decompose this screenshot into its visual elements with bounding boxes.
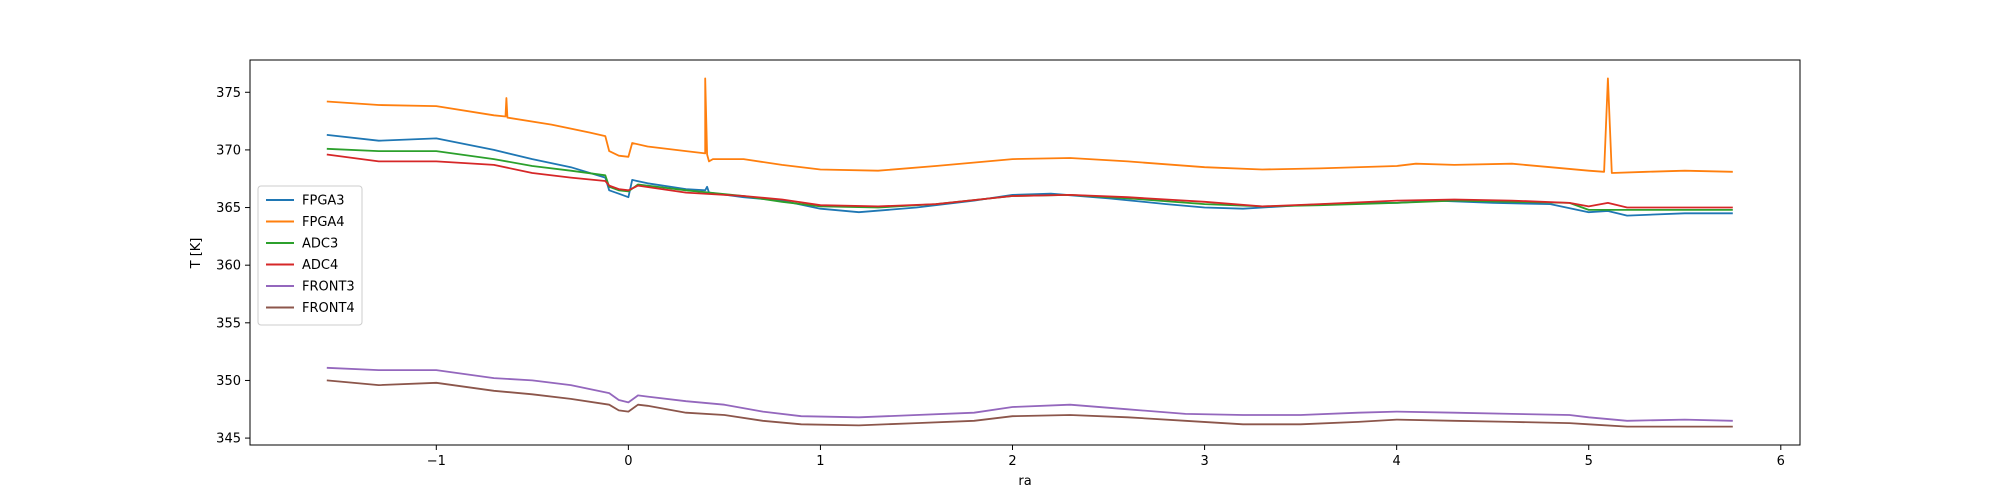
y-axis-ticks: 345 350 355 360 365 370 375 xyxy=(216,86,250,447)
series-line-front4 xyxy=(326,379,1733,428)
x-tick-label: 6 xyxy=(1777,454,1785,469)
legend-label: FPGA3 xyxy=(302,194,345,209)
y-tick-label: 350 xyxy=(216,374,241,389)
series-line-adc3 xyxy=(326,147,1733,211)
x-tick-label: 3 xyxy=(1200,454,1208,469)
x-tick-label: 2 xyxy=(1008,454,1016,469)
y-tick-label: 365 xyxy=(216,201,241,216)
legend-label: FRONT4 xyxy=(302,301,355,316)
y-axis-label: T [K] xyxy=(189,238,204,270)
x-axis-ticks: −1 0 1 2 3 4 5 6 xyxy=(427,445,1785,469)
legend-label: FRONT3 xyxy=(302,280,355,295)
x-tick-label: 4 xyxy=(1393,454,1401,469)
y-tick-label: 345 xyxy=(216,432,241,447)
plot-lines xyxy=(326,77,1733,428)
legend-label: FPGA4 xyxy=(302,215,345,230)
x-tick-label: 5 xyxy=(1585,454,1593,469)
series-line-fpga4 xyxy=(326,77,1733,174)
y-tick-label: 375 xyxy=(216,86,241,101)
y-tick-label: 360 xyxy=(216,259,241,274)
plot-frame xyxy=(249,59,1801,446)
x-tick-label: 0 xyxy=(624,454,632,469)
legend: FPGA3 FPGA4 ADC3 ADC4 FRONT3 FRONT4 xyxy=(257,185,363,326)
y-tick-label: 355 xyxy=(216,316,241,331)
legend-label: ADC3 xyxy=(302,237,338,252)
y-tick-label: 370 xyxy=(216,143,241,158)
x-tick-label: 1 xyxy=(816,454,824,469)
series-line-front3 xyxy=(326,366,1733,422)
x-axis-label: ra xyxy=(1018,474,1031,489)
x-tick-label: −1 xyxy=(427,454,446,469)
legend-label: ADC4 xyxy=(302,258,338,273)
series-line-adc4 xyxy=(326,153,1733,209)
